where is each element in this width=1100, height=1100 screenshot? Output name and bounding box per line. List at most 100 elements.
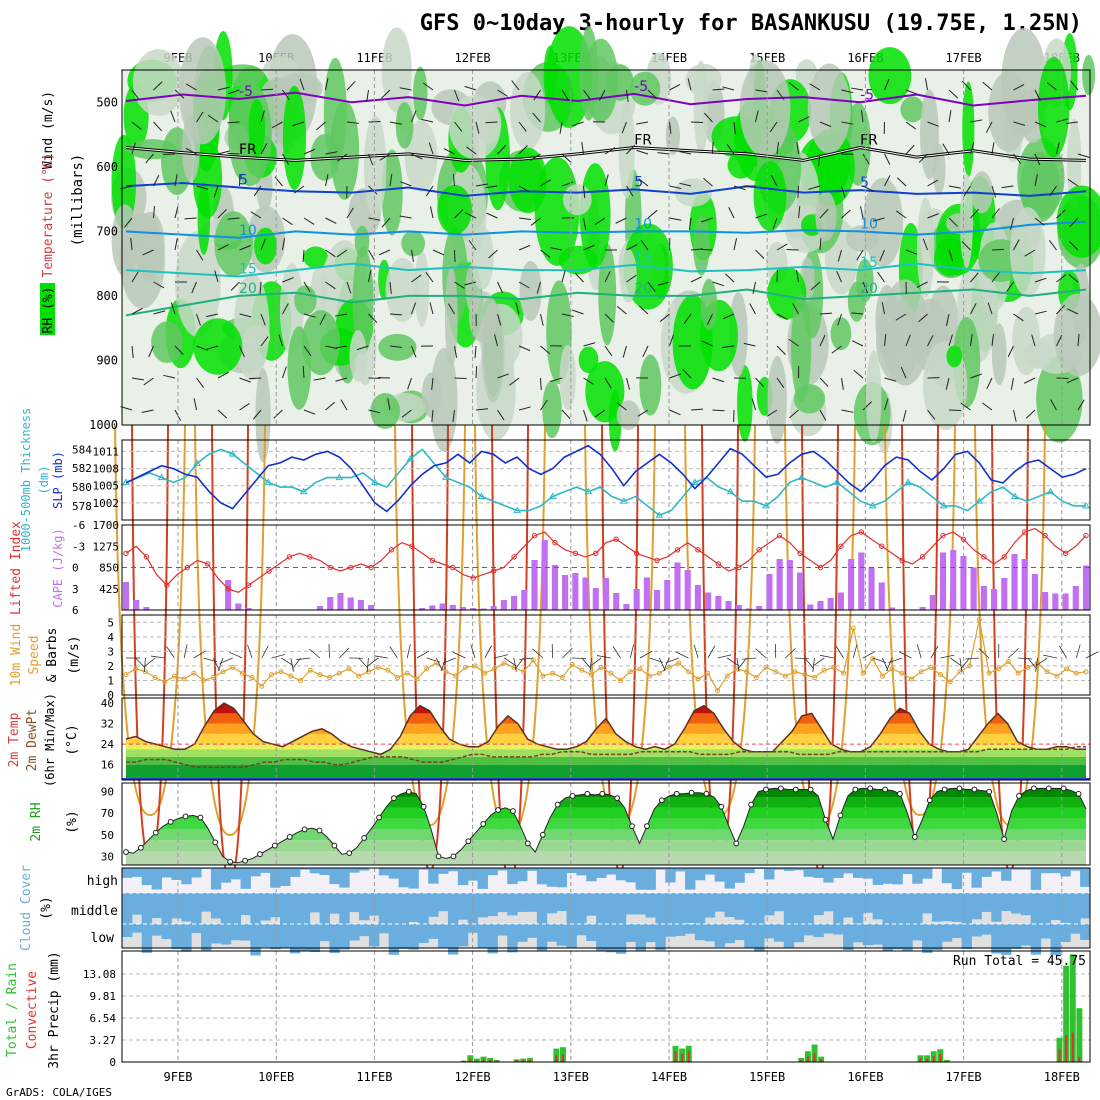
rh-patch xyxy=(830,317,852,351)
cape-bar xyxy=(766,574,773,610)
thickness-marker xyxy=(1011,492,1019,499)
wind-barb xyxy=(346,281,352,294)
rh-patch xyxy=(294,285,317,316)
cloud-low xyxy=(724,924,735,944)
wind-marker xyxy=(346,666,352,672)
wind-barb xyxy=(217,150,230,155)
cloud-high xyxy=(309,868,321,874)
cape-bar xyxy=(878,582,885,610)
thickness-marker xyxy=(513,506,521,514)
wind-barb xyxy=(213,185,219,198)
cape-bar xyxy=(480,608,487,610)
cloud-low xyxy=(586,924,597,941)
wind-marker xyxy=(608,670,614,676)
wind-marker xyxy=(637,666,643,672)
li-marker xyxy=(633,550,640,557)
wind-barb xyxy=(1035,657,1038,672)
wind-barb xyxy=(776,313,788,320)
wind-barb xyxy=(665,657,679,664)
wind-barb xyxy=(819,312,833,315)
cloud-middle xyxy=(931,893,943,922)
cloud-low xyxy=(606,924,617,953)
cloud-high xyxy=(813,868,824,878)
wind-barb xyxy=(428,142,434,155)
cloud-low xyxy=(645,924,656,943)
wind-barb xyxy=(530,153,541,161)
wind-barb xyxy=(788,82,799,91)
cape-bar xyxy=(633,589,640,610)
bottom-date-label: 13FEB xyxy=(553,1070,589,1084)
wind-marker xyxy=(938,672,944,678)
li-marker xyxy=(981,554,987,560)
wind-barb xyxy=(485,185,498,189)
wind-barb xyxy=(675,651,689,659)
wind-barb xyxy=(407,377,412,390)
wind-barb xyxy=(616,402,627,411)
wind-marker xyxy=(967,663,973,669)
cape-bar xyxy=(694,585,701,610)
cloud-row-label-high: high xyxy=(87,874,118,889)
wind-barb xyxy=(466,146,477,155)
wind-barb xyxy=(454,89,460,102)
wind-barb xyxy=(1013,153,1022,164)
isotherm--5 xyxy=(125,91,1087,107)
wind-barb xyxy=(513,657,517,672)
cloud-high xyxy=(408,868,419,889)
cloud-low xyxy=(487,924,498,954)
temperature-axis-label: Temperature (°C) xyxy=(41,152,56,277)
rh-patch xyxy=(378,333,417,361)
rh-marker xyxy=(658,797,665,804)
wind-barb xyxy=(755,249,765,259)
wind-barb xyxy=(712,141,714,155)
cloud-middle xyxy=(280,893,291,932)
wind-barb xyxy=(862,651,876,659)
wind-barb xyxy=(657,281,670,286)
cloud-middle xyxy=(1030,893,1042,927)
wind-barb xyxy=(1006,281,1014,293)
cape-bar xyxy=(991,589,998,610)
wind-barb xyxy=(227,121,240,124)
wind-barb xyxy=(948,89,959,99)
convective-bar xyxy=(462,1060,465,1062)
thickness-tick: 580 xyxy=(72,481,92,494)
pressure-axis-label: (millibars) xyxy=(70,154,86,247)
li-marker xyxy=(1083,532,1089,539)
cloud-high xyxy=(843,868,854,874)
cloud-low xyxy=(319,924,330,942)
wind-barb xyxy=(319,313,326,325)
cloud-middle xyxy=(240,893,251,916)
wind-barb xyxy=(927,179,939,187)
wind-barb xyxy=(841,185,846,198)
cloud-middle xyxy=(546,893,558,914)
wind-marker xyxy=(763,664,769,670)
cloud-middle xyxy=(606,893,617,933)
rh-patch xyxy=(214,211,253,277)
precip-tick: 13.08 xyxy=(83,968,116,981)
wind-barb xyxy=(900,366,907,379)
rh-marker xyxy=(271,842,278,849)
cloud-middle xyxy=(724,893,735,918)
precip-legend-conv: Convective xyxy=(25,971,40,1049)
cloud-middle xyxy=(161,893,172,929)
wind-barb xyxy=(1066,121,1079,124)
wind-barb xyxy=(722,345,735,349)
wind-marker xyxy=(792,669,798,675)
wind-marker xyxy=(569,661,575,667)
cloud-low xyxy=(398,924,409,949)
thickness-marker xyxy=(371,478,379,485)
cape-bar xyxy=(756,606,763,610)
wind-barb xyxy=(659,313,670,322)
temp-line xyxy=(125,702,1086,756)
cloud-high xyxy=(783,868,795,871)
wind-barb xyxy=(373,655,388,659)
wind-barb xyxy=(658,657,666,671)
cloud-low xyxy=(922,924,933,953)
rh-patch xyxy=(449,95,501,160)
rh-marker xyxy=(405,788,412,795)
cloud-low xyxy=(497,924,508,936)
wind-barb xyxy=(239,377,251,383)
cloud-high xyxy=(161,868,172,878)
cape-bar xyxy=(745,608,753,610)
wind-barb xyxy=(948,249,954,262)
wind-barb xyxy=(722,313,735,320)
